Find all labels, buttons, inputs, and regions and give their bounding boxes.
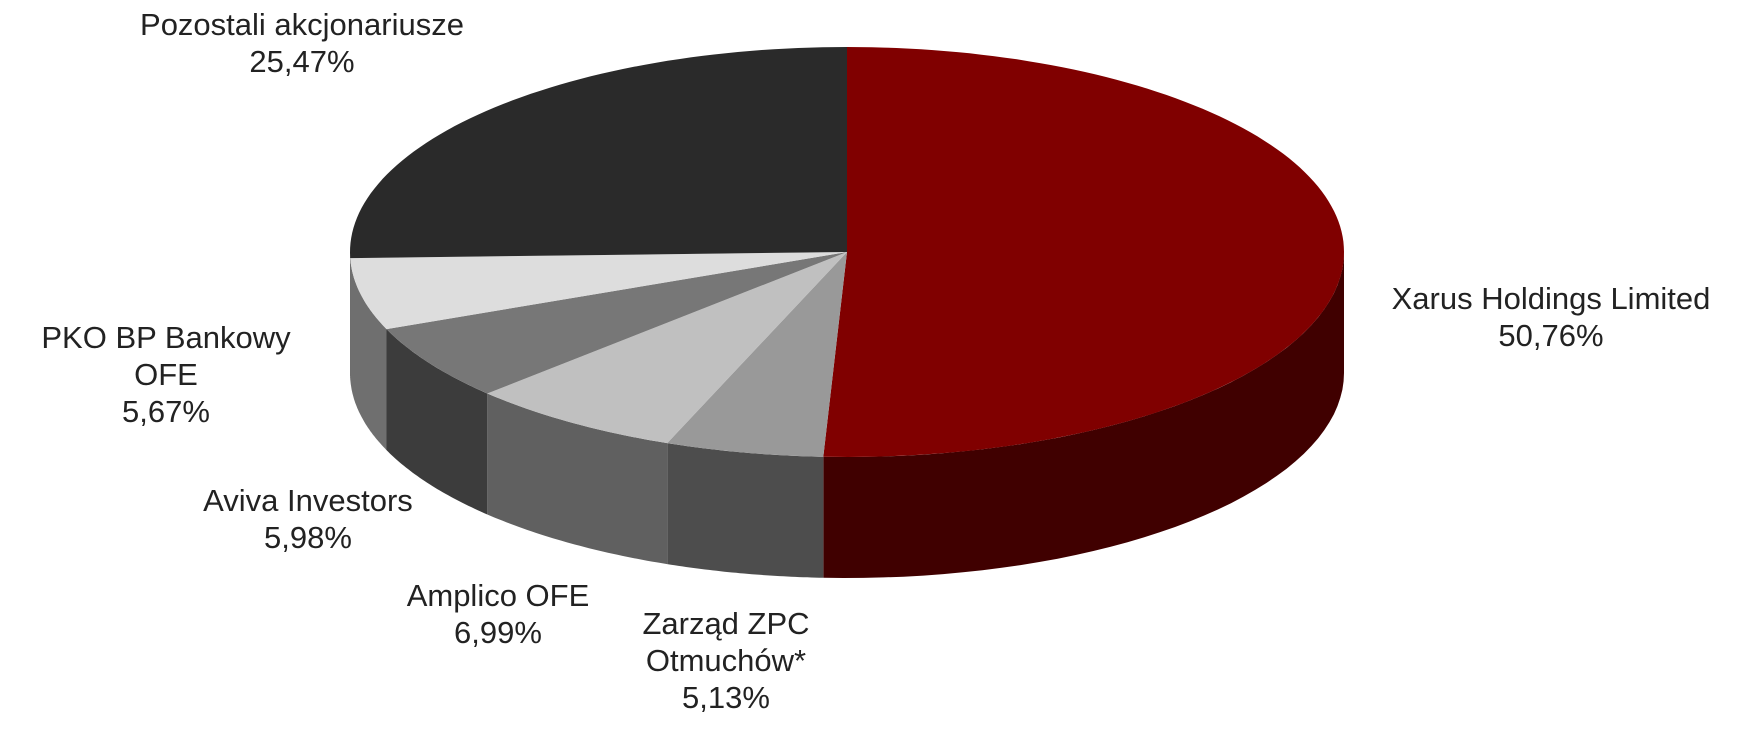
- category-label: Xarus Holdings Limited: [1391, 281, 1711, 316]
- slice: [487, 252, 847, 444]
- slice-side: [350, 258, 387, 451]
- slice-side: [487, 393, 668, 565]
- slice-label: Xarus Holdings Limited 50,76%: [1341, 280, 1757, 354]
- slice: [350, 47, 847, 259]
- slice-label: Amplico OFE 6,99%: [368, 577, 628, 651]
- slice-label: Pozostali akcjonariusze 25,47%: [92, 6, 512, 80]
- category-label: PKO BP Bankowy OFE: [41, 320, 291, 392]
- value-label: 25,47%: [249, 44, 355, 79]
- slice-side: [667, 443, 824, 578]
- slice-side: [386, 329, 488, 515]
- category-label: Pozostali akcjonariusze: [140, 7, 464, 42]
- value-label: 50,76%: [1498, 318, 1604, 353]
- slice-label: PKO BP Bankowy OFE 5,67%: [6, 319, 326, 430]
- slice-label: Zarząd ZPC Otmuchów* 5,13%: [611, 605, 841, 716]
- category-label: Aviva Investors: [203, 483, 413, 518]
- value-label: 5,98%: [264, 520, 352, 555]
- value-label: 5,13%: [682, 680, 770, 715]
- slice: [667, 252, 847, 457]
- slice-label: Aviva Investors 5,98%: [158, 482, 458, 556]
- slice: [350, 252, 847, 330]
- slice: [823, 47, 1344, 457]
- category-label: Amplico OFE: [406, 578, 590, 613]
- slice-side: [823, 252, 1344, 578]
- slice: [386, 252, 847, 394]
- value-label: 5,67%: [122, 394, 210, 429]
- category-label: Zarząd ZPC Otmuchów*: [642, 606, 810, 678]
- value-label: 6,99%: [454, 615, 542, 650]
